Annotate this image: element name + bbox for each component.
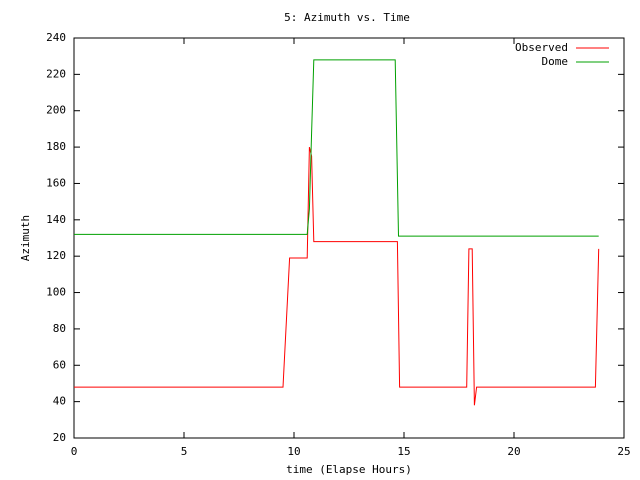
x-tick-label: 25 <box>617 445 630 458</box>
y-tick-label: 240 <box>46 31 66 44</box>
y-tick-label: 220 <box>46 67 66 80</box>
chart-title: 5: Azimuth vs. Time <box>284 11 410 24</box>
data-line <box>74 146 600 406</box>
legend-label: Observed <box>515 41 568 54</box>
y-tick-label: 60 <box>53 358 66 371</box>
x-tick-label: 5 <box>181 445 188 458</box>
x-tick-label: 15 <box>397 445 410 458</box>
y-tick-label: 80 <box>53 322 66 335</box>
x-tick-label: 10 <box>287 445 300 458</box>
y-tick-label: 120 <box>46 249 66 262</box>
y-tick-label: 100 <box>46 286 66 299</box>
x-tick-label: 0 <box>71 445 78 458</box>
data-line <box>74 59 599 237</box>
y-tick-label: 20 <box>53 431 66 444</box>
x-axis-label: time (Elapse Hours) <box>286 463 412 476</box>
plot-frame <box>73 37 625 439</box>
y-tick-label: 140 <box>46 213 66 226</box>
x-tick-label: 20 <box>507 445 520 458</box>
y-tick-label: 180 <box>46 140 66 153</box>
y-tick-label: 40 <box>53 395 66 408</box>
y-tick-label: 200 <box>46 104 66 117</box>
legend-label: Dome <box>542 55 569 68</box>
y-axis-label: Azimuth <box>19 215 32 261</box>
y-tick-label: 160 <box>46 176 66 189</box>
